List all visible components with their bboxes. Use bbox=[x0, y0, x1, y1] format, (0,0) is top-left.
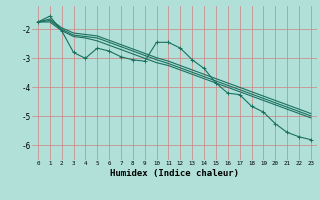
X-axis label: Humidex (Indice chaleur): Humidex (Indice chaleur) bbox=[110, 169, 239, 178]
